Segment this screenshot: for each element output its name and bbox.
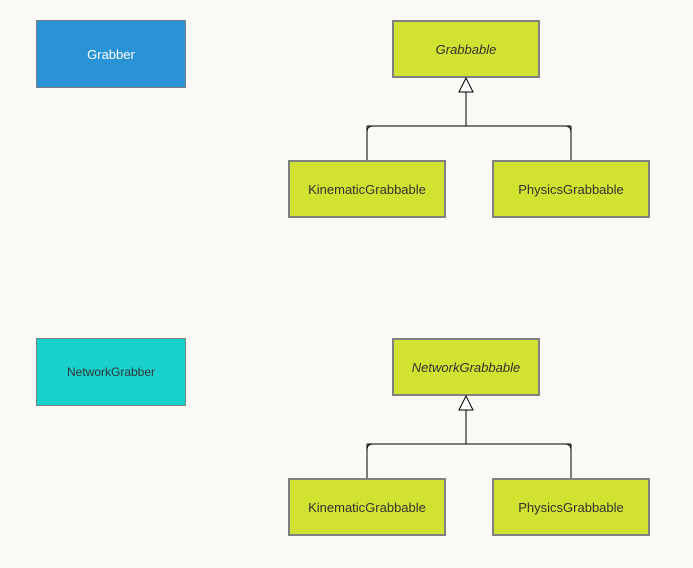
node-label: PhysicsGrabbable bbox=[518, 182, 624, 197]
node-grabber: Grabber bbox=[36, 20, 186, 88]
node-label: KinematicGrabbable bbox=[308, 182, 426, 197]
node-network_grabber: NetworkGrabber bbox=[36, 338, 186, 406]
node-kin1: KinematicGrabbable bbox=[288, 160, 446, 218]
node-label: NetworkGrabber bbox=[67, 365, 155, 379]
node-label: PhysicsGrabbable bbox=[518, 500, 624, 515]
node-label: NetworkGrabbable bbox=[412, 360, 520, 375]
inheritance-connector-0 bbox=[353, 78, 585, 160]
node-label: Grabbable bbox=[436, 42, 497, 57]
node-phys2: PhysicsGrabbable bbox=[492, 478, 650, 536]
inheritance-connector-1 bbox=[353, 396, 585, 478]
node-label: Grabber bbox=[87, 47, 135, 62]
node-phys1: PhysicsGrabbable bbox=[492, 160, 650, 218]
node-network_grabbable: NetworkGrabbable bbox=[392, 338, 540, 396]
node-label: KinematicGrabbable bbox=[308, 500, 426, 515]
node-grabbable: Grabbable bbox=[392, 20, 540, 78]
node-kin2: KinematicGrabbable bbox=[288, 478, 446, 536]
